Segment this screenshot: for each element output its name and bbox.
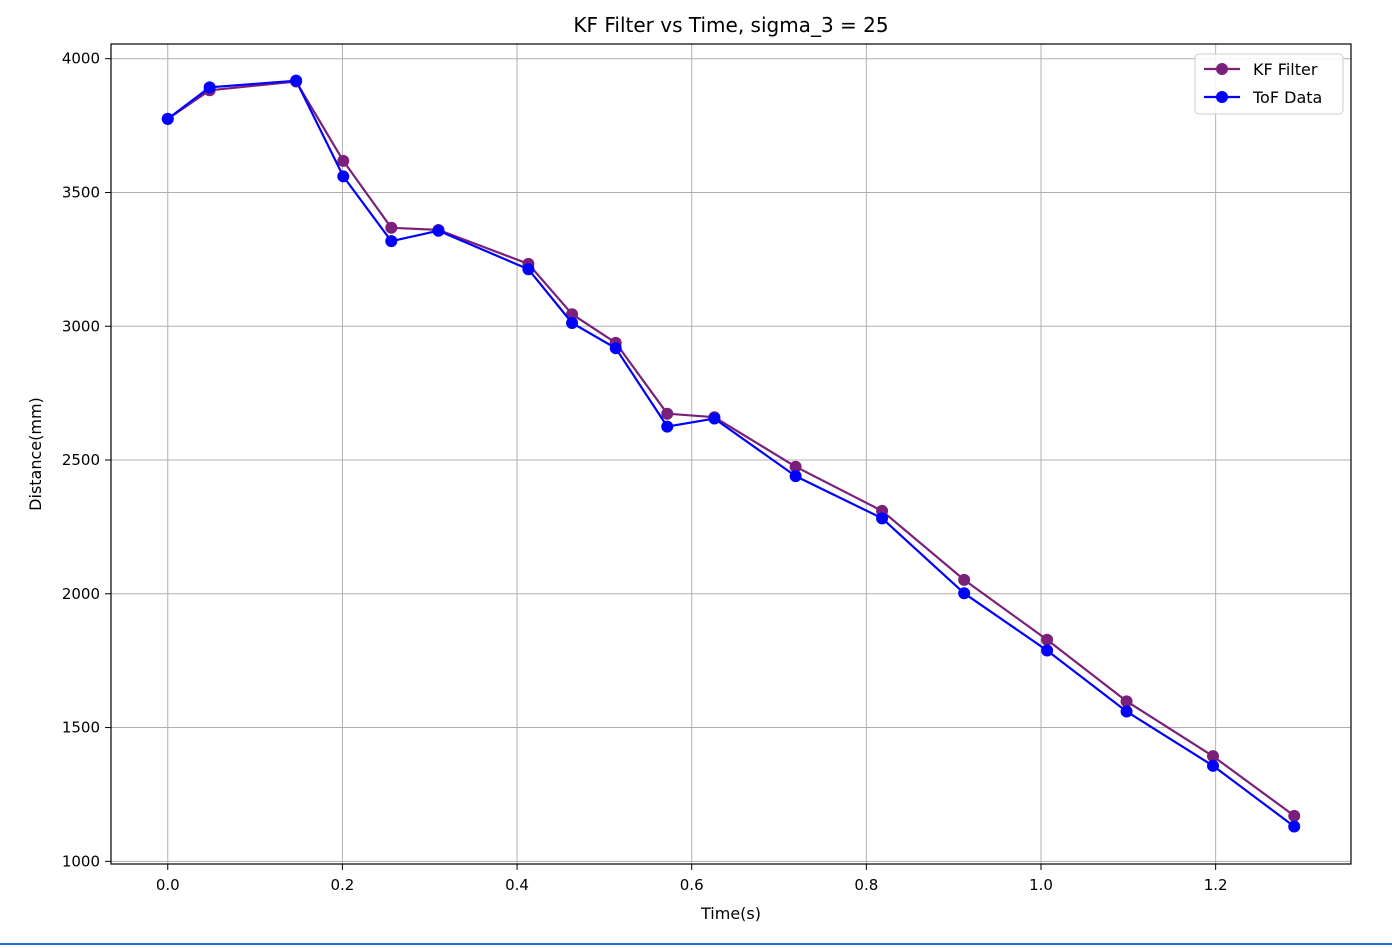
data-point [432, 224, 445, 237]
data-point [1207, 759, 1220, 772]
data-point [290, 74, 303, 87]
data-point [1288, 820, 1301, 833]
data-point [789, 470, 802, 483]
x-tick-label: 0.8 [854, 876, 878, 894]
window-bottom-border [0, 943, 1392, 945]
data-point [1041, 633, 1054, 646]
grid-lines [111, 44, 1351, 864]
data-point [1041, 644, 1054, 657]
legend-label: ToF Data [1252, 88, 1322, 107]
legend-marker [1216, 91, 1228, 103]
data-point [1120, 695, 1133, 708]
data-point [609, 342, 622, 355]
data-point [385, 221, 398, 234]
x-axis-ticks: 0.0 0.2 0.4 0.6 0.8 1.0 1.2 [156, 864, 1228, 894]
x-tick-label: 0.6 [680, 876, 704, 894]
data-point [337, 154, 350, 167]
y-tick-label: 1500 [62, 719, 100, 737]
data-point [566, 308, 579, 321]
x-tick-label: 1.2 [1204, 876, 1228, 894]
data-point [161, 112, 174, 125]
series-line [167, 79, 1295, 828]
series-line [167, 80, 1295, 817]
y-tick-label: 3000 [62, 317, 100, 335]
x-tick-label: 0.0 [156, 876, 180, 894]
data-point [385, 235, 398, 248]
data-point [1207, 750, 1220, 763]
plot-frame [110, 43, 1352, 865]
data-point [789, 460, 802, 473]
data-point [522, 263, 535, 276]
data-point [1120, 705, 1133, 718]
chart-title: KF Filter vs Time, sigma_3 = 25 [573, 13, 888, 37]
data-point [708, 412, 721, 425]
x-tick-label: 1.0 [1029, 876, 1053, 894]
series-tof-data [161, 74, 1301, 833]
data-point [1288, 809, 1301, 822]
data-point [661, 407, 674, 420]
data-point [566, 317, 579, 330]
y-axis-label: Distance(mm) [26, 397, 45, 511]
y-tick-label: 2500 [62, 451, 100, 469]
y-tick-label: 3500 [62, 183, 100, 201]
data-point [661, 420, 674, 433]
y-axis-ticks: 1000 1500 2000 2500 3000 3500 4000 [62, 50, 111, 870]
data-point [876, 512, 889, 525]
x-tick-label: 0.4 [505, 876, 529, 894]
legend-marker [1216, 63, 1228, 75]
x-tick-label: 0.2 [330, 876, 354, 894]
data-point [958, 587, 971, 600]
legend-label: KF Filter [1253, 60, 1318, 79]
y-tick-label: 1000 [62, 852, 100, 870]
data-point [958, 573, 971, 586]
x-axis-label: Time(s) [700, 904, 761, 923]
data-point [337, 170, 350, 183]
y-tick-label: 4000 [62, 50, 100, 68]
series-layer [161, 74, 1301, 833]
legend: KF Filter ToF Data [1194, 53, 1344, 115]
y-tick-label: 2000 [62, 585, 100, 603]
data-point [203, 81, 216, 94]
